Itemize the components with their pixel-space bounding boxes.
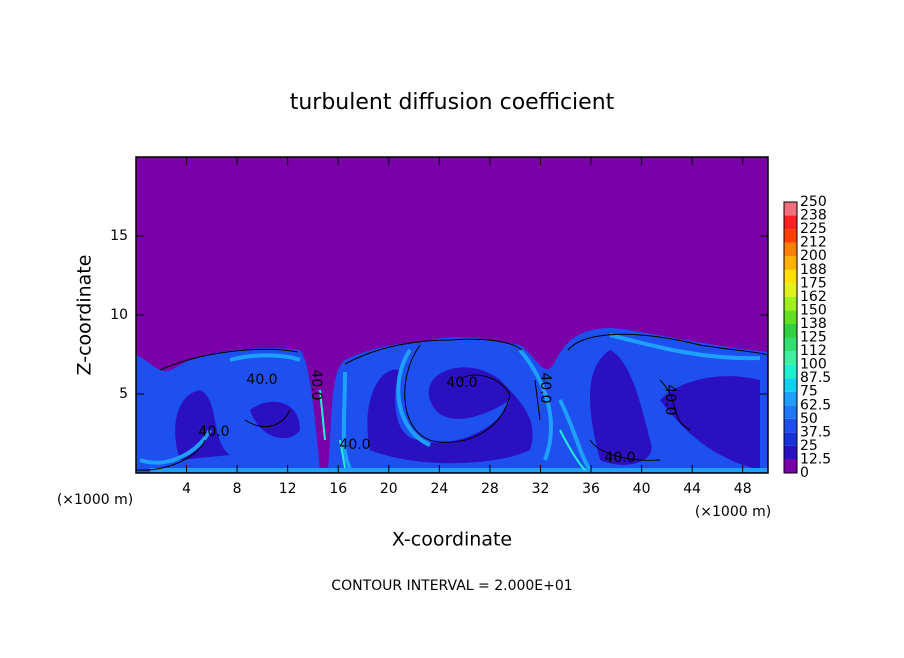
- x-tick-label: 8: [233, 481, 242, 497]
- x-unit: (×1000 m): [57, 492, 133, 508]
- colorbar-label: 100: [800, 357, 827, 373]
- x-tick-label: 12: [279, 481, 297, 497]
- colorbar-label: 87.5: [800, 370, 831, 386]
- colorbar-band: [784, 364, 797, 379]
- field-swirl: [139, 333, 768, 472]
- field: [135, 157, 769, 473]
- colorbar-frame: [783, 201, 798, 474]
- colorbar-label: 12.5: [800, 451, 831, 467]
- x-tick-label: 4: [182, 481, 191, 497]
- chart-title: turbulent diffusion coefficient: [290, 90, 615, 115]
- x-tick-label: 24: [430, 481, 448, 497]
- colorbar-band: [784, 229, 797, 243]
- contour-label: 40.0: [604, 450, 635, 466]
- colorbar-band: [784, 432, 797, 446]
- colorbar-band: [784, 202, 797, 216]
- colorbar-band: [784, 310, 797, 324]
- x-tick-label: 28: [481, 481, 499, 497]
- colorbar-label: 188: [800, 262, 827, 278]
- y-axis-label: Z-coordinate: [74, 255, 96, 376]
- colorbar-band: [784, 269, 797, 284]
- colorbar-band: [784, 323, 797, 338]
- colorbar-label: 50: [800, 411, 818, 427]
- field-swirl: [319, 389, 586, 471]
- colorbar-band: [784, 418, 797, 433]
- colorbar-label: 238: [800, 208, 827, 224]
- colorbar-label: 125: [800, 330, 827, 346]
- colorbar-label: 37.5: [800, 424, 831, 440]
- field-region: [175, 350, 761, 470]
- colorbar-label: 0: [800, 465, 809, 481]
- colorbar-band: [784, 391, 797, 406]
- colorbar-band: [784, 256, 797, 270]
- colorbar-label: 25: [800, 438, 818, 454]
- colorbar-label: 225: [800, 221, 827, 237]
- x-tick-label: 48: [734, 481, 752, 497]
- x-tick-label: 16: [329, 481, 347, 497]
- colorbar-band: [784, 445, 797, 460]
- colorbar-band: [784, 378, 797, 392]
- contour-label: 40.0: [339, 437, 370, 453]
- contour-label: 40.0: [662, 384, 678, 415]
- colorbar-label: 250: [800, 194, 827, 210]
- y-tick-label: 5: [119, 386, 128, 402]
- y-tick-label: 10: [110, 307, 128, 323]
- contour-label: 40.0: [198, 424, 229, 440]
- x-tick-label: 32: [532, 481, 550, 497]
- x-tick-label: 20: [380, 481, 398, 497]
- colorbar-label: 200: [800, 248, 827, 264]
- colorbar-band: [784, 337, 797, 352]
- annotation: CONTOUR INTERVAL = 2.000E+01: [331, 578, 572, 594]
- colorbar-label: 150: [800, 302, 827, 318]
- contour-label: 40.0: [308, 369, 324, 400]
- y-tick-label: 15: [110, 228, 128, 244]
- x-axis-label: X-coordinate: [392, 529, 512, 551]
- colorbar-label: 62.5: [800, 397, 831, 413]
- contour-label: 40.0: [246, 372, 277, 388]
- colorbar-band: [784, 242, 797, 257]
- x-tick-label: 44: [683, 481, 701, 497]
- colorbar-band: [784, 296, 797, 311]
- contour-line: [135, 333, 769, 471]
- colorbar-label: 112: [800, 343, 827, 359]
- colorbar-band: [784, 283, 797, 297]
- colorbar-band: [784, 351, 797, 365]
- colorbar-band: [784, 459, 797, 473]
- colorbar-label: 162: [800, 289, 827, 305]
- colorbar-band: [784, 405, 797, 419]
- x-unit: (×1000 m): [695, 504, 771, 520]
- colorbar-band: [784, 215, 797, 230]
- colorbar-label: 212: [800, 235, 827, 251]
- x-tick-label: 40: [633, 481, 651, 497]
- contour-label: 40.0: [446, 375, 477, 391]
- colorbar-label: 138: [800, 316, 827, 332]
- x-tick-label: 36: [582, 481, 600, 497]
- contour-label: 40.0: [537, 372, 553, 403]
- colorbar-label: 75: [800, 384, 818, 400]
- colorbar-label: 175: [800, 275, 827, 291]
